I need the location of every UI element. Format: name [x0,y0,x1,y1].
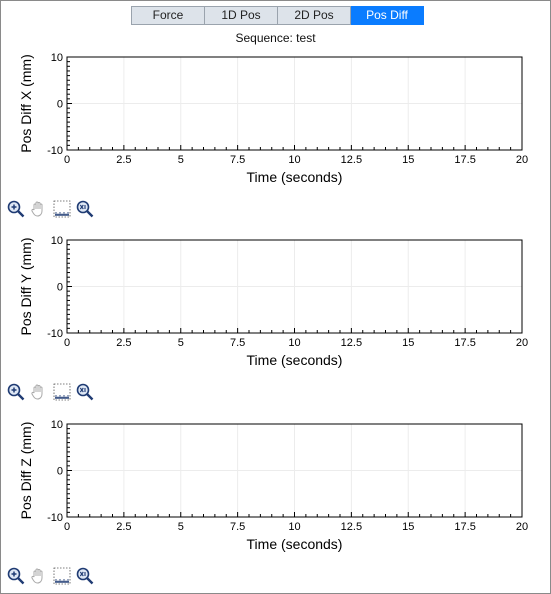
zoom-in-icon [7,383,25,401]
zoom-reset-icon [76,567,94,585]
y-tick-label: 0 [57,99,63,111]
pan-hand-icon [31,384,43,400]
pan-hand-button[interactable] [29,199,49,219]
zoom-reset-button[interactable] [75,199,95,219]
x-tick-label: 5 [178,337,184,349]
y-axis-label: Pos Diff Z (mm) [18,422,34,520]
ruler-icon [53,567,71,585]
zoom-reset-button[interactable] [75,566,95,586]
x-tick-label: 2.5 [116,521,131,533]
y-tick-label: 10 [51,235,63,247]
x-tick-label: 20 [516,337,528,349]
x-tick-label: 10 [288,154,300,166]
x-tick-label: 12.5 [341,154,362,166]
x-tick-label: 20 [516,154,528,166]
x-tick-label: 2.5 [116,154,131,166]
y-tick-label: -10 [47,512,63,524]
y-tick-label: -10 [47,328,63,340]
zoom-in-button[interactable] [6,199,26,219]
sequence-label: Sequence: test [235,31,316,45]
x-tick-label: 20 [516,521,528,533]
chart-toolbar-y [6,382,95,402]
x-tick-label: 2.5 [116,337,131,349]
zoom-in-icon [7,200,25,218]
y-axis-label: Pos Diff X (mm) [18,54,34,153]
pan-hand-icon [31,201,43,217]
zoom-in-icon [7,567,25,585]
x-tick-label: 12.5 [341,337,362,349]
x-tick-label: 0 [64,337,70,349]
tab-2d-pos[interactable]: 2D Pos [278,6,351,25]
tab-pos-diff[interactable]: Pos Diff [351,6,424,25]
ruler-icon [53,200,71,218]
zoom-in-button[interactable] [6,566,26,586]
x-axis-label: Time (seconds) [247,169,343,185]
pan-hand-icon [31,568,43,584]
zoom-reset-icon [76,383,94,401]
y-tick-label: -10 [47,145,63,157]
y-tick-label: 10 [51,52,63,64]
chart-toolbar-x [6,199,95,219]
zoom-in-button[interactable] [6,382,26,402]
x-tick-label: 7.5 [230,337,245,349]
tab-bar: Force 1D Pos 2D Pos Pos Diff [131,6,424,25]
x-tick-label: 17.5 [454,337,475,349]
pan-hand-button[interactable] [29,566,49,586]
x-tick-label: 12.5 [341,521,362,533]
x-tick-label: 17.5 [454,154,475,166]
ruler-button[interactable] [52,199,72,219]
x-tick-label: 15 [402,337,414,349]
tab-force[interactable]: Force [131,6,205,25]
pan-hand-button[interactable] [29,382,49,402]
x-tick-label: 10 [288,521,300,533]
x-tick-label: 10 [288,337,300,349]
y-tick-label: 0 [57,466,63,478]
ruler-button[interactable] [52,382,72,402]
y-tick-label: 10 [51,419,63,431]
x-tick-label: 0 [64,154,70,166]
x-axis-label: Time (seconds) [247,536,343,552]
zoom-reset-button[interactable] [75,382,95,402]
x-tick-label: 17.5 [454,521,475,533]
tab-1d-pos[interactable]: 1D Pos [205,6,278,25]
ruler-button[interactable] [52,566,72,586]
zoom-reset-icon [76,200,94,218]
ruler-icon [53,383,71,401]
x-axis-label: Time (seconds) [247,352,343,368]
x-tick-label: 7.5 [230,521,245,533]
chart-toolbar-z [6,566,95,586]
x-tick-label: 15 [402,154,414,166]
x-tick-label: 0 [64,521,70,533]
x-tick-label: 15 [402,521,414,533]
y-axis-label: Pos Diff Y (mm) [18,237,34,335]
y-tick-label: 0 [57,282,63,294]
x-tick-label: 7.5 [230,154,245,166]
x-tick-label: 5 [178,154,184,166]
x-tick-label: 5 [178,521,184,533]
